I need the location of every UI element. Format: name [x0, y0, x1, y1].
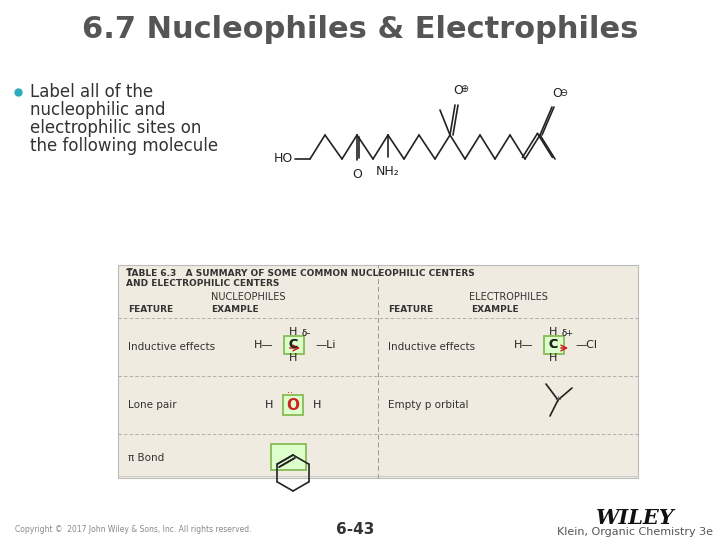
Text: FEATURE: FEATURE [128, 305, 173, 314]
Text: Copyright ©  2017 John Wiley & Sons, Inc. All rights reserved.: Copyright © 2017 John Wiley & Sons, Inc.… [15, 525, 251, 535]
Text: WILEY: WILEY [595, 508, 675, 528]
Text: C: C [549, 339, 557, 352]
Text: the following molecule: the following molecule [30, 137, 218, 155]
Text: π Bond: π Bond [128, 453, 164, 463]
Text: +: + [554, 395, 562, 403]
Text: EXAMPLE: EXAMPLE [212, 305, 259, 314]
Text: NUCLEOPHILES: NUCLEOPHILES [211, 292, 285, 302]
Text: NH₂: NH₂ [376, 165, 400, 178]
Text: H: H [549, 353, 557, 363]
Text: δ+: δ+ [561, 329, 573, 338]
Text: Inductive effects: Inductive effects [128, 342, 215, 352]
Text: Empty p orbital: Empty p orbital [388, 400, 469, 410]
Text: ··: ·· [287, 388, 293, 398]
Text: C: C [549, 339, 557, 352]
FancyBboxPatch shape [284, 336, 304, 354]
Text: ⊖: ⊖ [559, 88, 567, 98]
Text: H: H [265, 400, 273, 410]
Text: δ–: δ– [301, 329, 310, 338]
Text: FEATURE: FEATURE [388, 305, 433, 314]
Text: O: O [352, 168, 362, 181]
Text: 6-43: 6-43 [336, 523, 374, 537]
Text: AND ELECTROPHILIC CENTERS: AND ELECTROPHILIC CENTERS [126, 279, 279, 287]
Text: nucleophilic and: nucleophilic and [30, 101, 166, 119]
Text: TABLE 6.3   A SUMMARY OF SOME COMMON NUCLEOPHILIC CENTERS: TABLE 6.3 A SUMMARY OF SOME COMMON NUCLE… [126, 268, 474, 278]
Text: Inductive effects: Inductive effects [388, 342, 475, 352]
Text: H—: H— [513, 340, 533, 350]
FancyBboxPatch shape [544, 336, 564, 354]
Text: H: H [289, 327, 297, 337]
Text: H: H [289, 353, 297, 363]
Text: H: H [549, 327, 557, 337]
Text: δ–: δ– [301, 329, 310, 338]
Text: H: H [313, 400, 321, 410]
Text: O: O [453, 84, 463, 97]
Text: O: O [287, 397, 300, 413]
FancyBboxPatch shape [283, 395, 303, 415]
Text: H—: H— [253, 340, 273, 350]
Text: —Cl: —Cl [575, 340, 597, 350]
Text: δ+: δ+ [561, 329, 573, 338]
Text: Lone pair: Lone pair [128, 400, 176, 410]
Text: electrophilic sites on: electrophilic sites on [30, 119, 202, 137]
Bar [118, 265, 638, 478]
FancyBboxPatch shape [271, 444, 306, 470]
Text: O: O [552, 87, 562, 100]
Text: HO: HO [274, 152, 293, 165]
Text: Klein, Organic Chemistry 3e: Klein, Organic Chemistry 3e [557, 527, 713, 537]
Text: C: C [289, 339, 297, 352]
Text: —Li: —Li [315, 340, 336, 350]
Text: ELECTROPHILES: ELECTROPHILES [469, 292, 547, 302]
Text: Label all of the: Label all of the [30, 83, 153, 101]
Text: T: T [126, 268, 132, 278]
Text: C: C [289, 339, 297, 352]
Text: 6.7 Nucleophiles & Electrophiles: 6.7 Nucleophiles & Electrophiles [82, 16, 638, 44]
Text: EXAMPLE: EXAMPLE [472, 305, 519, 314]
Text: ⊕: ⊕ [460, 84, 468, 94]
